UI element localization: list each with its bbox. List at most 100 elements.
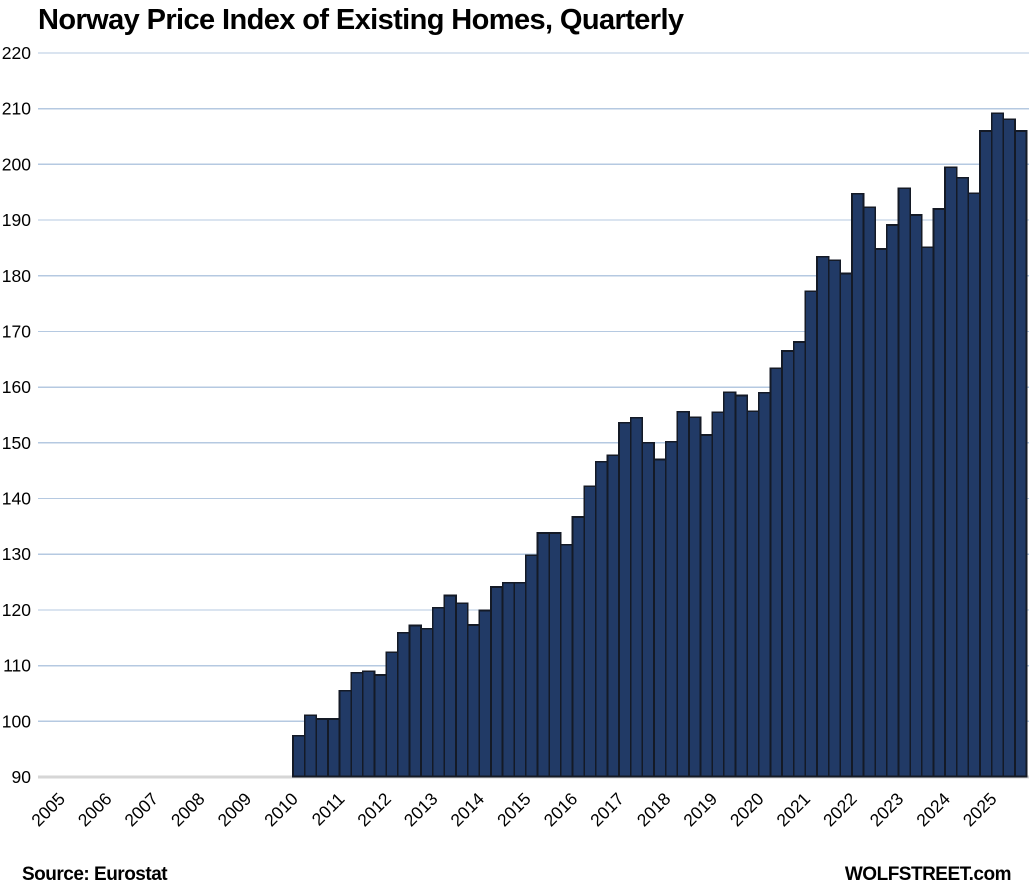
x-axis-label: 2013 xyxy=(400,789,442,831)
bar-2023-Q4 xyxy=(932,208,946,778)
bar-2013-Q4 xyxy=(466,624,481,778)
bar-2017-Q4 xyxy=(653,458,667,778)
y-axis-label: 120 xyxy=(2,600,31,620)
bar-2021-Q3 xyxy=(827,259,842,778)
bar-2011-Q1 xyxy=(338,689,353,778)
bar-2025-Q2 xyxy=(1002,118,1016,778)
y-axis-label: 160 xyxy=(2,377,31,397)
bar-2016-Q4 xyxy=(606,454,620,778)
bar-2016-Q2 xyxy=(583,485,597,778)
bar-2017-Q1 xyxy=(618,421,632,778)
y-axis-label: 110 xyxy=(3,656,31,676)
bar-2014-Q4 xyxy=(513,581,527,778)
bar-2013-Q1 xyxy=(431,606,446,778)
x-axis-label: 2009 xyxy=(214,789,256,831)
x-axis-label: 2024 xyxy=(912,789,954,831)
bar-2023-Q3 xyxy=(920,246,935,778)
x-axis-label: 2017 xyxy=(586,789,628,831)
bar-2015-Q3 xyxy=(548,532,562,778)
bar-2015-Q2 xyxy=(536,532,551,778)
y-axis-label: 140 xyxy=(2,489,31,509)
bar-2018-Q1 xyxy=(664,440,679,778)
chart-title: Norway Price Index of Existing Homes, Qu… xyxy=(38,4,684,36)
x-axis-label: 2025 xyxy=(959,789,1001,831)
x-axis-label: 2006 xyxy=(74,789,116,831)
x-axis-label: 2019 xyxy=(679,789,721,831)
bar-2020-Q1 xyxy=(757,391,772,778)
bar-2023-Q2 xyxy=(909,214,923,778)
bar-2011-Q4 xyxy=(373,674,388,778)
bar-2012-Q4 xyxy=(420,628,434,778)
bar-2014-Q1 xyxy=(478,609,492,778)
bar-2012-Q1 xyxy=(385,651,399,778)
bar-2020-Q4 xyxy=(792,341,807,778)
bar-2022-Q3 xyxy=(874,248,888,778)
x-axis-label: 2007 xyxy=(120,789,162,831)
bar-2020-Q2 xyxy=(769,367,783,778)
y-axis-label: 200 xyxy=(2,154,31,174)
bar-2019-Q3 xyxy=(734,394,748,778)
bar-2022-Q1 xyxy=(851,193,865,778)
y-axis-label: 170 xyxy=(2,321,31,341)
bar-chart: 90 100 110 120 130 140 150 160 170 180 190 200 210 22… xyxy=(2,43,1029,831)
y-axis-label: 220 xyxy=(2,43,31,63)
x-axis-label: 2014 xyxy=(446,789,488,831)
x-axis-label: 2021 xyxy=(772,789,814,831)
x-axis-label: 2016 xyxy=(540,789,582,831)
x-axis-label: 2011 xyxy=(308,789,349,830)
bar-2025-Q1 xyxy=(990,112,1005,778)
bar-2016-Q3 xyxy=(594,460,609,778)
bar-2015-Q1 xyxy=(525,554,539,778)
bar-2021-Q4 xyxy=(839,272,853,778)
footer: Source: Eurostat WOLFSTREET.com xyxy=(0,864,1031,886)
y-axis-label: 130 xyxy=(2,544,31,564)
bar-2014-Q3 xyxy=(501,581,516,778)
y-axis-label: 210 xyxy=(2,99,31,119)
bar-2022-Q2 xyxy=(862,206,877,778)
bar-2015-Q4 xyxy=(559,543,574,778)
bar-2013-Q2 xyxy=(443,594,457,778)
bar-2021-Q1 xyxy=(804,290,818,778)
bar-2018-Q2 xyxy=(676,410,690,778)
bar-2014-Q2 xyxy=(490,586,504,778)
x-axis-label: 2022 xyxy=(819,789,861,831)
bar-2012-Q2 xyxy=(396,631,411,778)
bar-2012-Q3 xyxy=(408,624,422,778)
y-axis-label: 90 xyxy=(12,767,32,787)
bar-2024-Q4 xyxy=(979,130,993,778)
bar-2024-Q3 xyxy=(967,192,981,778)
bar-2018-Q3 xyxy=(688,416,702,778)
x-axis-label: 2020 xyxy=(726,789,768,831)
bar-2011-Q3 xyxy=(362,670,376,778)
bar-2019-Q1 xyxy=(711,411,725,778)
source-label: Source: Eurostat xyxy=(22,864,168,885)
x-axis-label: 2005 xyxy=(27,789,69,831)
bar-2010-Q2 xyxy=(303,714,318,778)
bar-2018-Q4 xyxy=(699,434,714,778)
bar-2020-Q3 xyxy=(781,350,795,778)
bar-2010-Q1 xyxy=(292,734,306,778)
bar-2025-Q3 xyxy=(1014,130,1028,778)
y-axis-label: 180 xyxy=(2,266,31,286)
x-axis-label: 2012 xyxy=(353,789,395,831)
x-axis-label: 2023 xyxy=(866,789,908,831)
bar-2013-Q3 xyxy=(455,602,469,778)
bar-2010-Q3 xyxy=(315,718,329,778)
bar-2017-Q2 xyxy=(629,416,644,778)
bar-2024-Q2 xyxy=(955,176,970,778)
x-axis-label: 2015 xyxy=(493,789,535,831)
bar-2024-Q1 xyxy=(944,166,958,778)
bar-2021-Q2 xyxy=(816,255,830,778)
y-axis-label: 150 xyxy=(2,433,31,453)
bar-2019-Q2 xyxy=(722,391,737,778)
bar-2010-Q4 xyxy=(327,718,341,778)
bar-2016-Q1 xyxy=(571,516,585,778)
bar-2019-Q4 xyxy=(746,410,760,778)
y-axis-label: 100 xyxy=(2,711,31,731)
x-axis-label: 2010 xyxy=(260,789,302,831)
y-axis-label: 190 xyxy=(2,210,31,230)
bar-2011-Q2 xyxy=(350,672,364,778)
bar-2022-Q4 xyxy=(886,224,900,778)
bar-2017-Q3 xyxy=(641,442,655,778)
